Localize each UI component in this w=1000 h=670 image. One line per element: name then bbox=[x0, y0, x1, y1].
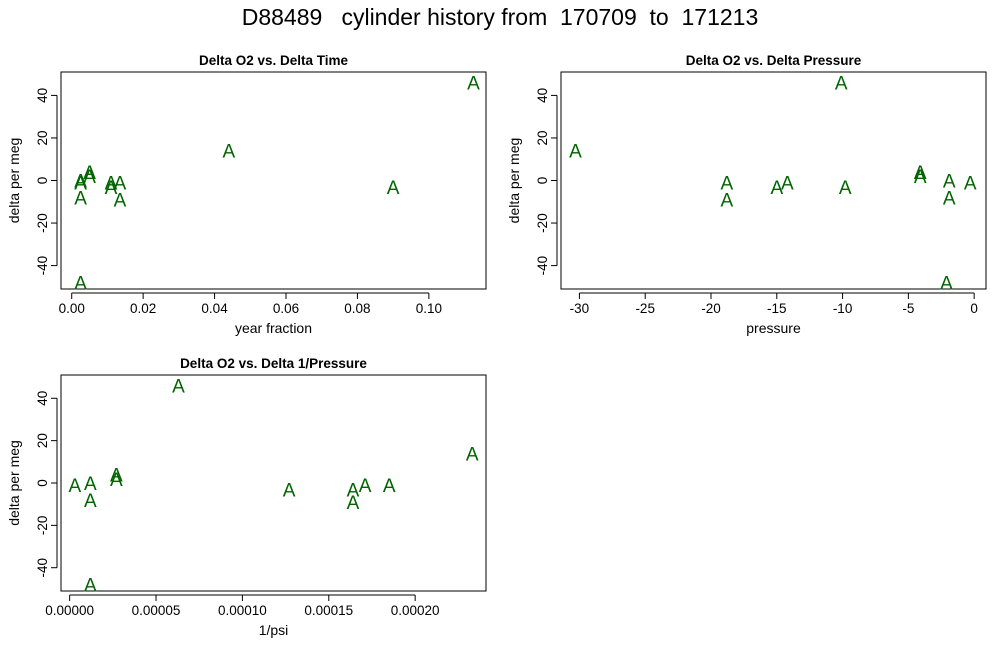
data-point: A bbox=[720, 174, 733, 195]
y-axis-label: delta per meg bbox=[506, 138, 522, 224]
x-tick-label: 0.08 bbox=[344, 301, 370, 316]
data-point: A bbox=[964, 174, 977, 195]
data-point: A bbox=[105, 174, 118, 195]
plot-frame bbox=[560, 71, 987, 290]
data-point: A bbox=[84, 491, 97, 512]
x-tick-label: -10 bbox=[833, 301, 853, 316]
x-tick-label: -30 bbox=[570, 301, 590, 316]
x-axis-label: 1/psi bbox=[259, 622, 289, 638]
data-point: A bbox=[781, 174, 794, 195]
x-tick-label: 0.00020 bbox=[391, 603, 440, 618]
data-point: A bbox=[569, 142, 582, 163]
x-axis-label: pressure bbox=[746, 320, 801, 336]
data-point: A bbox=[83, 163, 96, 184]
chart-panel-2: Delta O2 vs. Delta Pressure -30 -25 -20 -15 -… bbox=[506, 53, 987, 336]
x-tick-label: -5 bbox=[902, 301, 914, 316]
data-point: A bbox=[74, 189, 87, 210]
chart-panel-3: Delta O2 vs. Delta 1/Pressure 0.00000 0.00… bbox=[6, 356, 487, 638]
x-tick-label: 0.04 bbox=[201, 301, 228, 316]
data-point: A bbox=[283, 480, 296, 501]
data-point: A bbox=[74, 174, 87, 195]
data-point: A bbox=[770, 178, 783, 199]
y-tick-label: -20 bbox=[35, 516, 50, 536]
x-tick-label: 0.00010 bbox=[218, 603, 267, 618]
y-tick-label: 20 bbox=[535, 130, 550, 145]
data-point: A bbox=[914, 167, 927, 188]
data-point: A bbox=[74, 172, 87, 193]
y-tick-label: 40 bbox=[35, 88, 50, 103]
x-tick-label: 0.00015 bbox=[304, 603, 353, 618]
x-tick-label: 0.00000 bbox=[45, 603, 94, 618]
data-point: A bbox=[466, 444, 479, 465]
data-point: A bbox=[223, 142, 236, 163]
y-tick-label: -40 bbox=[535, 256, 550, 276]
x-axis-label: year fraction bbox=[235, 320, 312, 336]
data-point: A bbox=[839, 178, 852, 199]
y-tick-label: -20 bbox=[535, 213, 550, 233]
chart-title: Delta O2 vs. Delta Time bbox=[199, 53, 349, 68]
data-point: A bbox=[114, 174, 127, 195]
data-point: A bbox=[105, 178, 118, 199]
x-tick-label: 0.10 bbox=[416, 301, 442, 316]
x-tick-label: 0 bbox=[970, 301, 978, 316]
data-point: A bbox=[359, 476, 372, 497]
chart-panel-1: Delta O2 vs. Delta Time 0.00 0.02 0.04 0.06 0… bbox=[6, 53, 487, 336]
y-tick-label: 20 bbox=[35, 433, 50, 448]
chart-title: Delta O2 vs. Delta Pressure bbox=[686, 53, 862, 68]
data-point: A bbox=[347, 480, 360, 501]
data-point: A bbox=[387, 178, 400, 199]
data-point: A bbox=[467, 74, 480, 95]
x-tick-label: 0.02 bbox=[130, 301, 156, 316]
y-tick-label: 20 bbox=[35, 130, 50, 145]
data-point: A bbox=[914, 163, 927, 184]
data-point: A bbox=[172, 377, 185, 398]
data-point: A bbox=[68, 476, 81, 497]
y-tick-label: 0 bbox=[35, 479, 50, 487]
y-axis-label: delta per meg bbox=[6, 440, 22, 526]
y-tick-label: 40 bbox=[535, 88, 550, 103]
x-tick-label: 0.00 bbox=[59, 301, 85, 316]
x-tick-label: -25 bbox=[635, 301, 655, 316]
page-title: D88489 cylinder history from 170709 to 1… bbox=[241, 4, 759, 30]
data-point: A bbox=[74, 274, 87, 295]
data-point: A bbox=[114, 191, 127, 212]
chart-title: Delta O2 vs. Delta 1/Pressure bbox=[180, 356, 367, 371]
data-point: A bbox=[84, 474, 97, 495]
data-point: A bbox=[835, 74, 848, 95]
data-point: A bbox=[84, 576, 97, 597]
y-tick-label: -40 bbox=[35, 558, 50, 578]
x-tick-label: 0.06 bbox=[273, 301, 299, 316]
data-point: A bbox=[110, 470, 123, 491]
plot-frame bbox=[60, 71, 487, 290]
data-point: A bbox=[83, 167, 96, 188]
y-tick-label: -20 bbox=[35, 213, 50, 233]
y-tick-label: -40 bbox=[35, 256, 50, 276]
plot-frame bbox=[60, 374, 487, 592]
data-point: A bbox=[347, 493, 360, 514]
y-tick-label: 0 bbox=[535, 177, 550, 185]
data-point: A bbox=[940, 274, 953, 295]
data-point: A bbox=[943, 172, 956, 193]
data-point: A bbox=[383, 476, 396, 497]
y-tick-label: 0 bbox=[35, 177, 50, 185]
data-point: A bbox=[943, 189, 956, 210]
data-point: A bbox=[720, 191, 733, 212]
y-tick-label: 40 bbox=[35, 391, 50, 406]
x-tick-label: -20 bbox=[701, 301, 721, 316]
data-point: A bbox=[110, 466, 123, 487]
x-tick-label: 0.00005 bbox=[132, 603, 181, 618]
y-axis-label: delta per meg bbox=[6, 138, 22, 224]
x-tick-label: -15 bbox=[767, 301, 787, 316]
